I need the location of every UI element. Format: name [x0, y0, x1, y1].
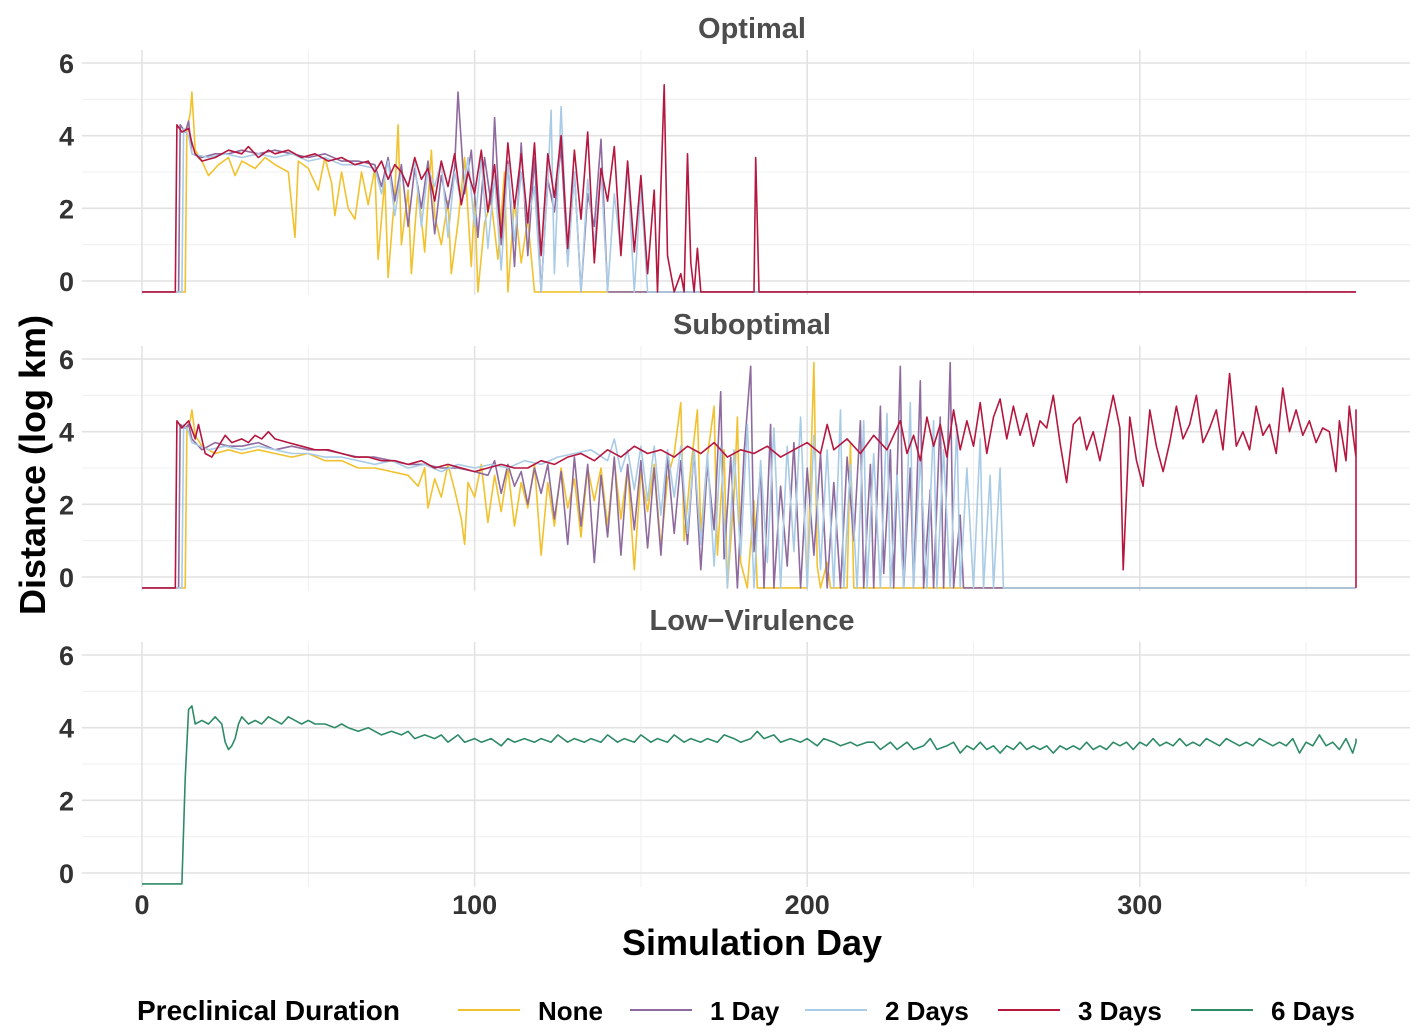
x-axis-title: Simulation Day — [622, 922, 882, 963]
panel-optimal: Optimal 0 2 4 6 — [59, 13, 1410, 297]
legend-label-none: None — [538, 996, 603, 1026]
legend-label-1-day: 1 Day — [710, 996, 780, 1026]
y-tick-label: 4 — [59, 418, 74, 448]
y-tick-label: 4 — [59, 122, 74, 152]
y-axis-title: Distance (log km) — [12, 315, 53, 615]
x-tick-label: 300 — [1117, 890, 1162, 920]
series-line-3-days — [142, 372, 1357, 589]
y-tick-label: 2 — [59, 194, 74, 224]
panel-suboptimal: Suboptimal 0 2 4 6 — [59, 309, 1410, 593]
panels-layer: Optimal 0 2 4 6 Suboptimal 0 2 4 6 Low−Virulence 0 2… — [59, 13, 1410, 920]
panel-low-virulence: Low−Virulence 0 2 4 6 — [59, 605, 1410, 889]
panel-title-suboptimal: Suboptimal — [673, 309, 831, 341]
legend-item-1-day: 1 Day — [630, 996, 780, 1026]
panel-title-optimal: Optimal — [698, 13, 806, 45]
series-line-6-days — [142, 705, 1357, 885]
legend: Preclinical Duration None 1 Day 2 Days 3… — [137, 995, 1355, 1026]
legend-label-6-days: 6 Days — [1271, 996, 1355, 1026]
legend-item-2-days: 2 Days — [805, 996, 969, 1026]
y-tick-label: 0 — [59, 563, 74, 593]
y-tick-label: 2 — [59, 490, 74, 520]
y-tick-label: 6 — [59, 345, 74, 375]
series-line-none — [142, 91, 1356, 293]
y-tick-label: 6 — [59, 641, 74, 671]
legend-label-3-days: 3 Days — [1078, 996, 1162, 1026]
x-tick-label: 100 — [452, 890, 497, 920]
series-line-none — [142, 361, 1356, 589]
legend-title: Preclinical Duration — [137, 995, 400, 1026]
panel-title-low-virulence: Low−Virulence — [650, 605, 855, 637]
legend-item-3-days: 3 Days — [998, 996, 1162, 1026]
y-tick-label: 6 — [59, 49, 74, 79]
y-tick-label: 2 — [59, 786, 74, 816]
series-line-2-days — [142, 401, 1356, 589]
series-line-3-days — [142, 84, 1356, 293]
y-tick-label: 0 — [59, 267, 74, 297]
legend-item-6-days: 6 Days — [1191, 996, 1355, 1026]
x-tick-label: 200 — [785, 890, 830, 920]
y-tick-label: 4 — [59, 714, 74, 744]
y-tick-label: 0 — [59, 859, 74, 889]
legend-label-2-days: 2 Days — [885, 996, 969, 1026]
series-line-2-days — [142, 105, 1356, 293]
x-tick-label: 0 — [134, 890, 149, 920]
series-line-1-day — [142, 91, 1356, 293]
legend-item-none: None — [458, 996, 603, 1026]
x-axis-ticks: 0 100 200 300 — [134, 890, 1162, 920]
